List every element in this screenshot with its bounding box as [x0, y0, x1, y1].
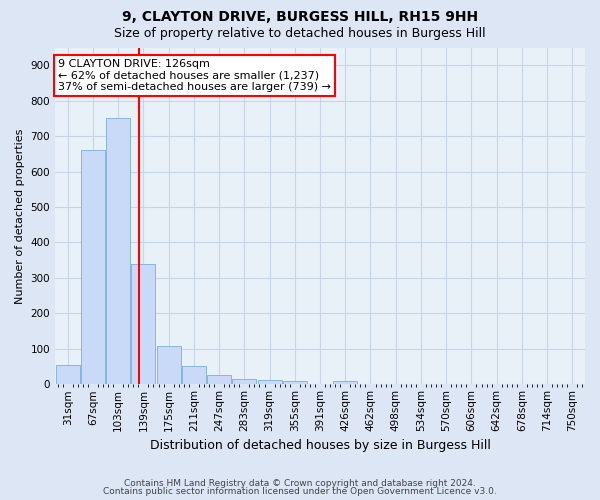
Bar: [131, 264, 155, 384]
Bar: [106, 118, 130, 384]
Bar: [81, 150, 105, 384]
Bar: [56, 364, 80, 384]
Text: Contains HM Land Registry data © Crown copyright and database right 2024.: Contains HM Land Registry data © Crown c…: [124, 478, 476, 488]
Text: 9 CLAYTON DRIVE: 126sqm
← 62% of detached houses are smaller (1,237)
37% of semi: 9 CLAYTON DRIVE: 126sqm ← 62% of detache…: [58, 60, 331, 92]
Bar: [257, 380, 281, 384]
Text: 9, CLAYTON DRIVE, BURGESS HILL, RH15 9HH: 9, CLAYTON DRIVE, BURGESS HILL, RH15 9HH: [122, 10, 478, 24]
Bar: [283, 382, 307, 384]
Text: Contains public sector information licensed under the Open Government Licence v3: Contains public sector information licen…: [103, 487, 497, 496]
Bar: [232, 379, 256, 384]
Bar: [207, 376, 231, 384]
Y-axis label: Number of detached properties: Number of detached properties: [15, 128, 25, 304]
Bar: [157, 346, 181, 384]
Bar: [182, 366, 206, 384]
Text: Size of property relative to detached houses in Burgess Hill: Size of property relative to detached ho…: [114, 28, 486, 40]
Bar: [333, 382, 357, 384]
X-axis label: Distribution of detached houses by size in Burgess Hill: Distribution of detached houses by size …: [149, 440, 490, 452]
